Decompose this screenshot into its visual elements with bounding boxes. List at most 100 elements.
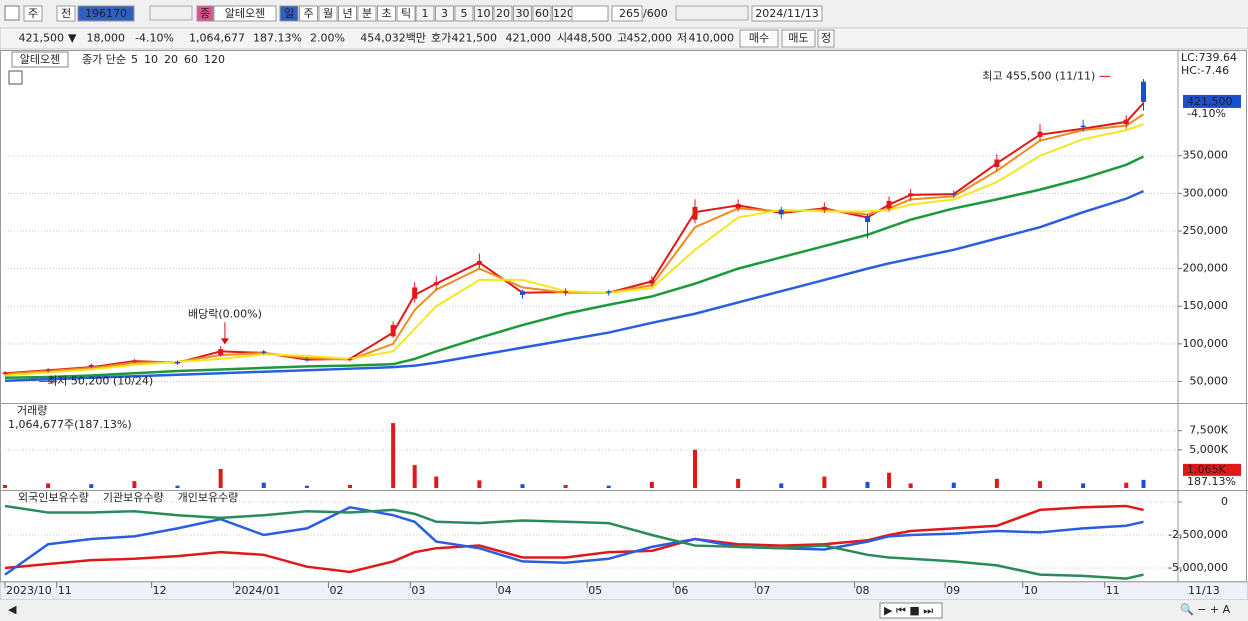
button[interactable] (739, 29, 779, 48)
button-label[interactable]: 매수 (749, 32, 769, 45)
info-low: 410,000 (689, 32, 735, 45)
button[interactable] (77, 5, 135, 22)
candle-body (1123, 119, 1129, 125)
button-label[interactable]: 일 (284, 6, 294, 20)
y-tick-label: 200,000 (1183, 262, 1229, 275)
legend-entry: 10 (144, 53, 158, 66)
button[interactable] (196, 5, 214, 22)
info-ask-label: 호가 (431, 32, 451, 45)
volume-bar (89, 484, 94, 488)
x-tick-label: 04 (498, 584, 512, 597)
volume-bar (391, 423, 396, 488)
button-label[interactable]: 틱 (401, 7, 411, 20)
info-open: 448,500 (567, 32, 613, 45)
button-label[interactable]: 60 (535, 7, 549, 20)
panel-subtitle: 1,064,677주(187.13%) (8, 418, 132, 431)
button[interactable] (279, 5, 299, 22)
candle-body (131, 360, 137, 362)
button-label[interactable]: 10 (477, 7, 491, 20)
button[interactable] (493, 5, 513, 22)
button[interactable] (23, 5, 43, 22)
button-label[interactable]: 3 (441, 7, 448, 20)
y-tick-label: 250,000 (1183, 224, 1229, 237)
chart-title: 알테오젠 (20, 52, 60, 66)
volume-bar (908, 483, 913, 488)
button-label[interactable]: 정 (821, 32, 831, 45)
volume-bar (412, 465, 417, 488)
button-label[interactable]: 5 (461, 7, 468, 20)
table-icon[interactable] (8, 70, 23, 85)
button-label[interactable]: 2024/11/13 (755, 7, 818, 20)
volume-bar (865, 481, 870, 488)
scroll-controls[interactable] (879, 602, 943, 619)
button[interactable] (454, 5, 474, 22)
volume-bar (822, 476, 827, 488)
button[interactable] (817, 29, 835, 48)
button-label[interactable]: 196170 (85, 7, 127, 20)
button[interactable] (338, 5, 357, 22)
legend-entry: 기관보유수량 (103, 491, 164, 504)
button[interactable] (357, 5, 377, 22)
volume-bar (649, 481, 654, 488)
info-price: 421,500 (19, 32, 65, 45)
combo[interactable] (571, 5, 609, 22)
button[interactable] (299, 5, 318, 22)
button-label[interactable]: 월 (323, 7, 333, 20)
volume-bar (1038, 481, 1042, 488)
button-label[interactable]: 20 (496, 7, 510, 20)
button[interactable] (781, 29, 816, 48)
button[interactable] (513, 5, 532, 22)
button-label[interactable]: 알테오젠 (225, 6, 265, 20)
button-label[interactable]: 년 (342, 7, 352, 20)
button[interactable] (474, 5, 493, 22)
info-high: 452,000 (627, 32, 673, 45)
candle-body (951, 193, 957, 195)
volume-bar (951, 482, 956, 488)
current-ratio: 187.13% (1187, 475, 1236, 488)
button[interactable] (435, 5, 454, 22)
candle-body (433, 282, 439, 286)
series-line (4, 155, 1145, 379)
button[interactable] (396, 5, 416, 22)
button-label[interactable]: 주 (303, 7, 313, 20)
x-tick-label: 12 (153, 584, 167, 597)
button-label[interactable]: 주 (28, 7, 38, 20)
search-icons[interactable] (149, 5, 193, 21)
volume-bar (779, 483, 784, 488)
y-tick-label: 350,000 (1183, 149, 1229, 162)
scroll-buttons[interactable]: ▶ ⏮ ■ ⏭ (884, 604, 933, 617)
candle-body (175, 361, 180, 364)
button-label[interactable]: 120 (553, 7, 574, 20)
button[interactable] (56, 5, 76, 22)
count-box[interactable] (611, 5, 643, 22)
button[interactable] (213, 5, 277, 22)
button-label[interactable]: 분 (362, 7, 372, 20)
info-turnover: 2.00% (310, 32, 345, 45)
button-label[interactable]: 전 (61, 7, 71, 20)
candle-body (1037, 131, 1043, 137)
button-label[interactable]: 초 (381, 7, 391, 20)
button[interactable] (318, 5, 338, 22)
button-label[interactable]: 30 (516, 7, 530, 20)
button[interactable] (377, 5, 396, 22)
x-tick-label: 2024/01 (235, 584, 281, 597)
candle-body (606, 291, 612, 293)
candle-body (778, 209, 784, 215)
button[interactable] (532, 5, 552, 22)
button-label[interactable]: 종 (200, 7, 210, 20)
tool-icons[interactable] (675, 5, 749, 21)
button-label[interactable]: 매도 (788, 32, 808, 45)
candle-body (261, 351, 267, 353)
current-volume: 1,065K (1187, 463, 1226, 476)
button[interactable] (415, 5, 435, 22)
volume-bar (175, 485, 180, 488)
scroll-left[interactable]: ◀ (8, 603, 17, 616)
scrollbar[interactable] (0, 600, 1248, 621)
button-label[interactable]: 1 (422, 7, 429, 20)
y-tick-label: 7,500K (1189, 424, 1228, 437)
zoom-buttons[interactable]: 🔍 − + A (1180, 602, 1231, 616)
menu-icon[interactable] (4, 5, 20, 21)
button[interactable] (751, 5, 823, 22)
